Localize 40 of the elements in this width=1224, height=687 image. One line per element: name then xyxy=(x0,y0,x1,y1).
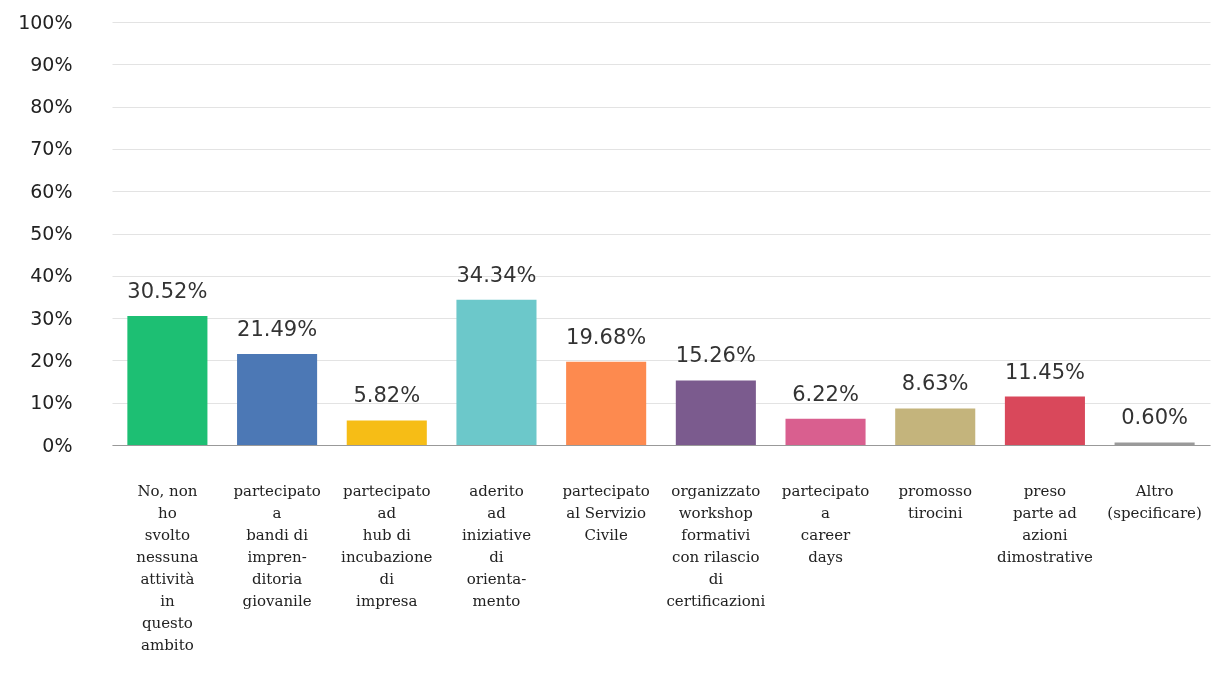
y-tick-label: 80% xyxy=(30,95,73,118)
data-label: 0.60% xyxy=(1121,405,1188,430)
data-label: 21.49% xyxy=(237,317,318,342)
y-tick-label: 60% xyxy=(30,179,73,202)
y-tick-label: 0% xyxy=(42,433,73,456)
data-label: 34.34% xyxy=(456,262,537,287)
x-tick-label: preso parte ad azioni dimostrative xyxy=(997,481,1093,566)
bar xyxy=(566,361,647,445)
data-label: 15.26% xyxy=(675,343,756,368)
x-tick-label: promosso tirocini xyxy=(898,481,972,522)
data-label: 6.22% xyxy=(792,381,859,406)
data-label: 8.63% xyxy=(901,371,969,396)
bar xyxy=(456,299,537,445)
y-tick-label: 90% xyxy=(30,52,73,75)
x-tick-label: aderito ad iniziative di orienta- mento xyxy=(461,481,532,610)
bar xyxy=(127,315,208,445)
x-tick-label: No, non ho svolto nessuna attività in questo ambito xyxy=(136,481,199,654)
data-label: 19.68% xyxy=(566,324,647,349)
bar xyxy=(346,420,427,445)
data-label: 11.45% xyxy=(1004,359,1085,384)
y-tick-label: 30% xyxy=(30,306,73,329)
y-tick-label: 40% xyxy=(30,264,73,287)
y-tick-label: 20% xyxy=(30,348,73,371)
bar xyxy=(675,380,756,445)
bar xyxy=(895,408,976,445)
y-tick-label: 50% xyxy=(30,222,73,244)
x-tick-label: Altro (specificare) xyxy=(1107,481,1202,522)
bar xyxy=(1004,396,1085,445)
x-tick-label: organizzato workshop formativi con rilascio di certificazioni xyxy=(666,481,766,610)
x-tick-label: partecipato ad hub di incubazione di impresa xyxy=(341,481,433,610)
data-label: 30.52% xyxy=(127,278,208,303)
data-label: 5.82% xyxy=(353,383,421,408)
x-tick-label: partecipato a career days xyxy=(781,481,870,566)
x-tick-label: partecipato a bandi di impren- ditoria giovanile xyxy=(233,481,321,610)
y-tick-label: 10% xyxy=(30,391,73,414)
x-tick-label: partecipato al Servizio Civile xyxy=(562,481,650,544)
bar xyxy=(237,354,318,445)
y-tick-label: 100% xyxy=(18,10,73,33)
y-tick-label: 70% xyxy=(30,137,73,160)
bar xyxy=(785,418,866,445)
